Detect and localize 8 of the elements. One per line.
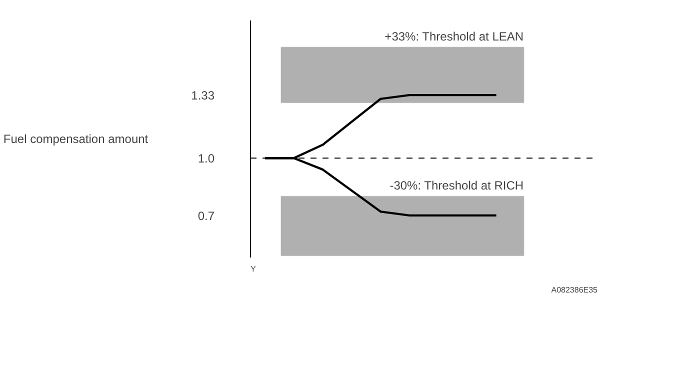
y-tick-label: 0.7	[198, 208, 215, 223]
band-label: -30%: Threshold at RICH	[390, 178, 524, 192]
y-tick-label: 1.0	[198, 152, 215, 166]
text: Y	[250, 264, 256, 274]
band-label: +33%: Threshold at LEAN	[384, 29, 524, 44]
y-axis-title: Fuel compensation amount	[3, 132, 149, 146]
y-tick-label: 1.33	[191, 88, 215, 103]
text: A082386E35	[551, 286, 598, 294]
